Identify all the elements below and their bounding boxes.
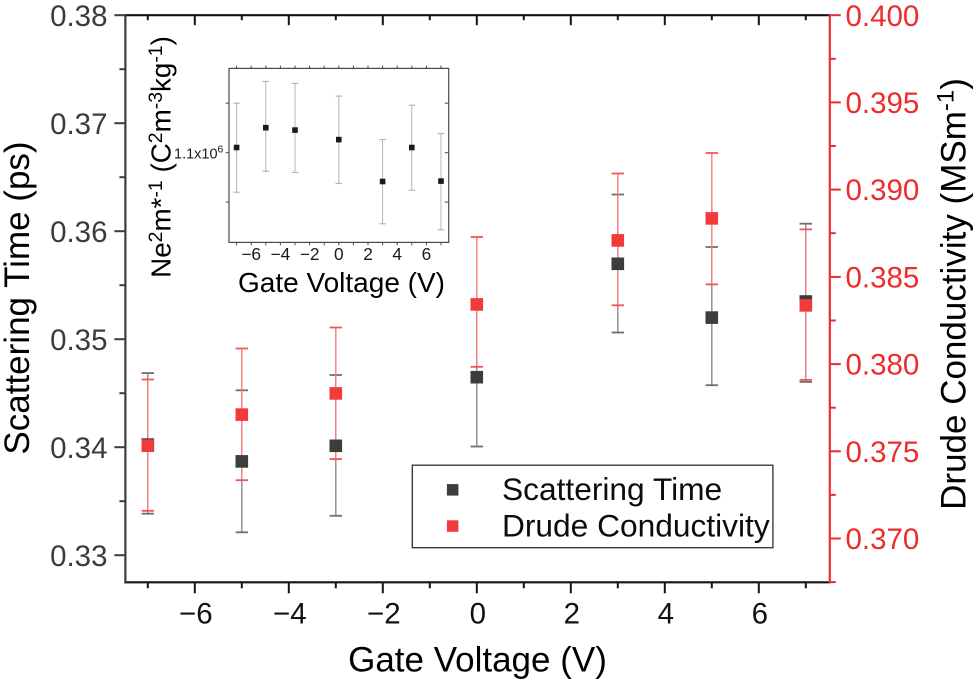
svg-text:Drude Conductivity (MSm-1): Drude Conductivity (MSm-1) (933, 78, 974, 510)
svg-text:Scattering Time: Scattering Time (502, 471, 722, 507)
svg-text:−2: −2 (367, 598, 401, 631)
svg-text:−4: −4 (271, 244, 291, 264)
svg-text:6: 6 (422, 244, 432, 264)
svg-text:0.385: 0.385 (846, 262, 920, 295)
svg-text:0.37: 0.37 (50, 108, 107, 141)
svg-text:Ne2m*-1 (C2m-3kg-1): Ne2m*-1 (C2m-3kg-1) (145, 36, 176, 278)
svg-text:0.400: 0.400 (846, 0, 920, 33)
svg-text:0.36: 0.36 (50, 216, 107, 249)
svg-text:0.35: 0.35 (50, 324, 107, 357)
svg-text:Drude Conductivity: Drude Conductivity (502, 508, 770, 544)
svg-text:0.375: 0.375 (846, 436, 920, 469)
svg-text:0.395: 0.395 (846, 87, 920, 120)
svg-text:2: 2 (363, 244, 373, 264)
svg-text:Gate Voltage (V): Gate Voltage (V) (348, 641, 607, 680)
svg-text:0.33: 0.33 (50, 540, 107, 573)
svg-text:0.34: 0.34 (50, 432, 107, 465)
svg-text:6: 6 (752, 598, 768, 631)
svg-text:0.390: 0.390 (846, 174, 920, 207)
svg-text:−6: −6 (241, 244, 261, 264)
svg-text:0: 0 (334, 244, 344, 264)
svg-text:−4: −4 (273, 598, 307, 631)
svg-text:Scattering Time (ps): Scattering Time (ps) (0, 141, 37, 454)
svg-text:−6: −6 (179, 598, 213, 631)
svg-text:−2: −2 (300, 244, 320, 264)
svg-text:0.380: 0.380 (846, 349, 920, 382)
svg-text:4: 4 (658, 598, 674, 631)
svg-text:Gate Voltage (V): Gate Voltage (V) (238, 267, 445, 298)
svg-text:0.370: 0.370 (846, 523, 920, 556)
svg-text:1.1x106: 1.1x106 (174, 144, 224, 163)
svg-text:2: 2 (564, 598, 580, 631)
svg-text:0.38: 0.38 (50, 0, 107, 33)
svg-text:0: 0 (470, 598, 486, 631)
svg-text:4: 4 (392, 244, 402, 264)
